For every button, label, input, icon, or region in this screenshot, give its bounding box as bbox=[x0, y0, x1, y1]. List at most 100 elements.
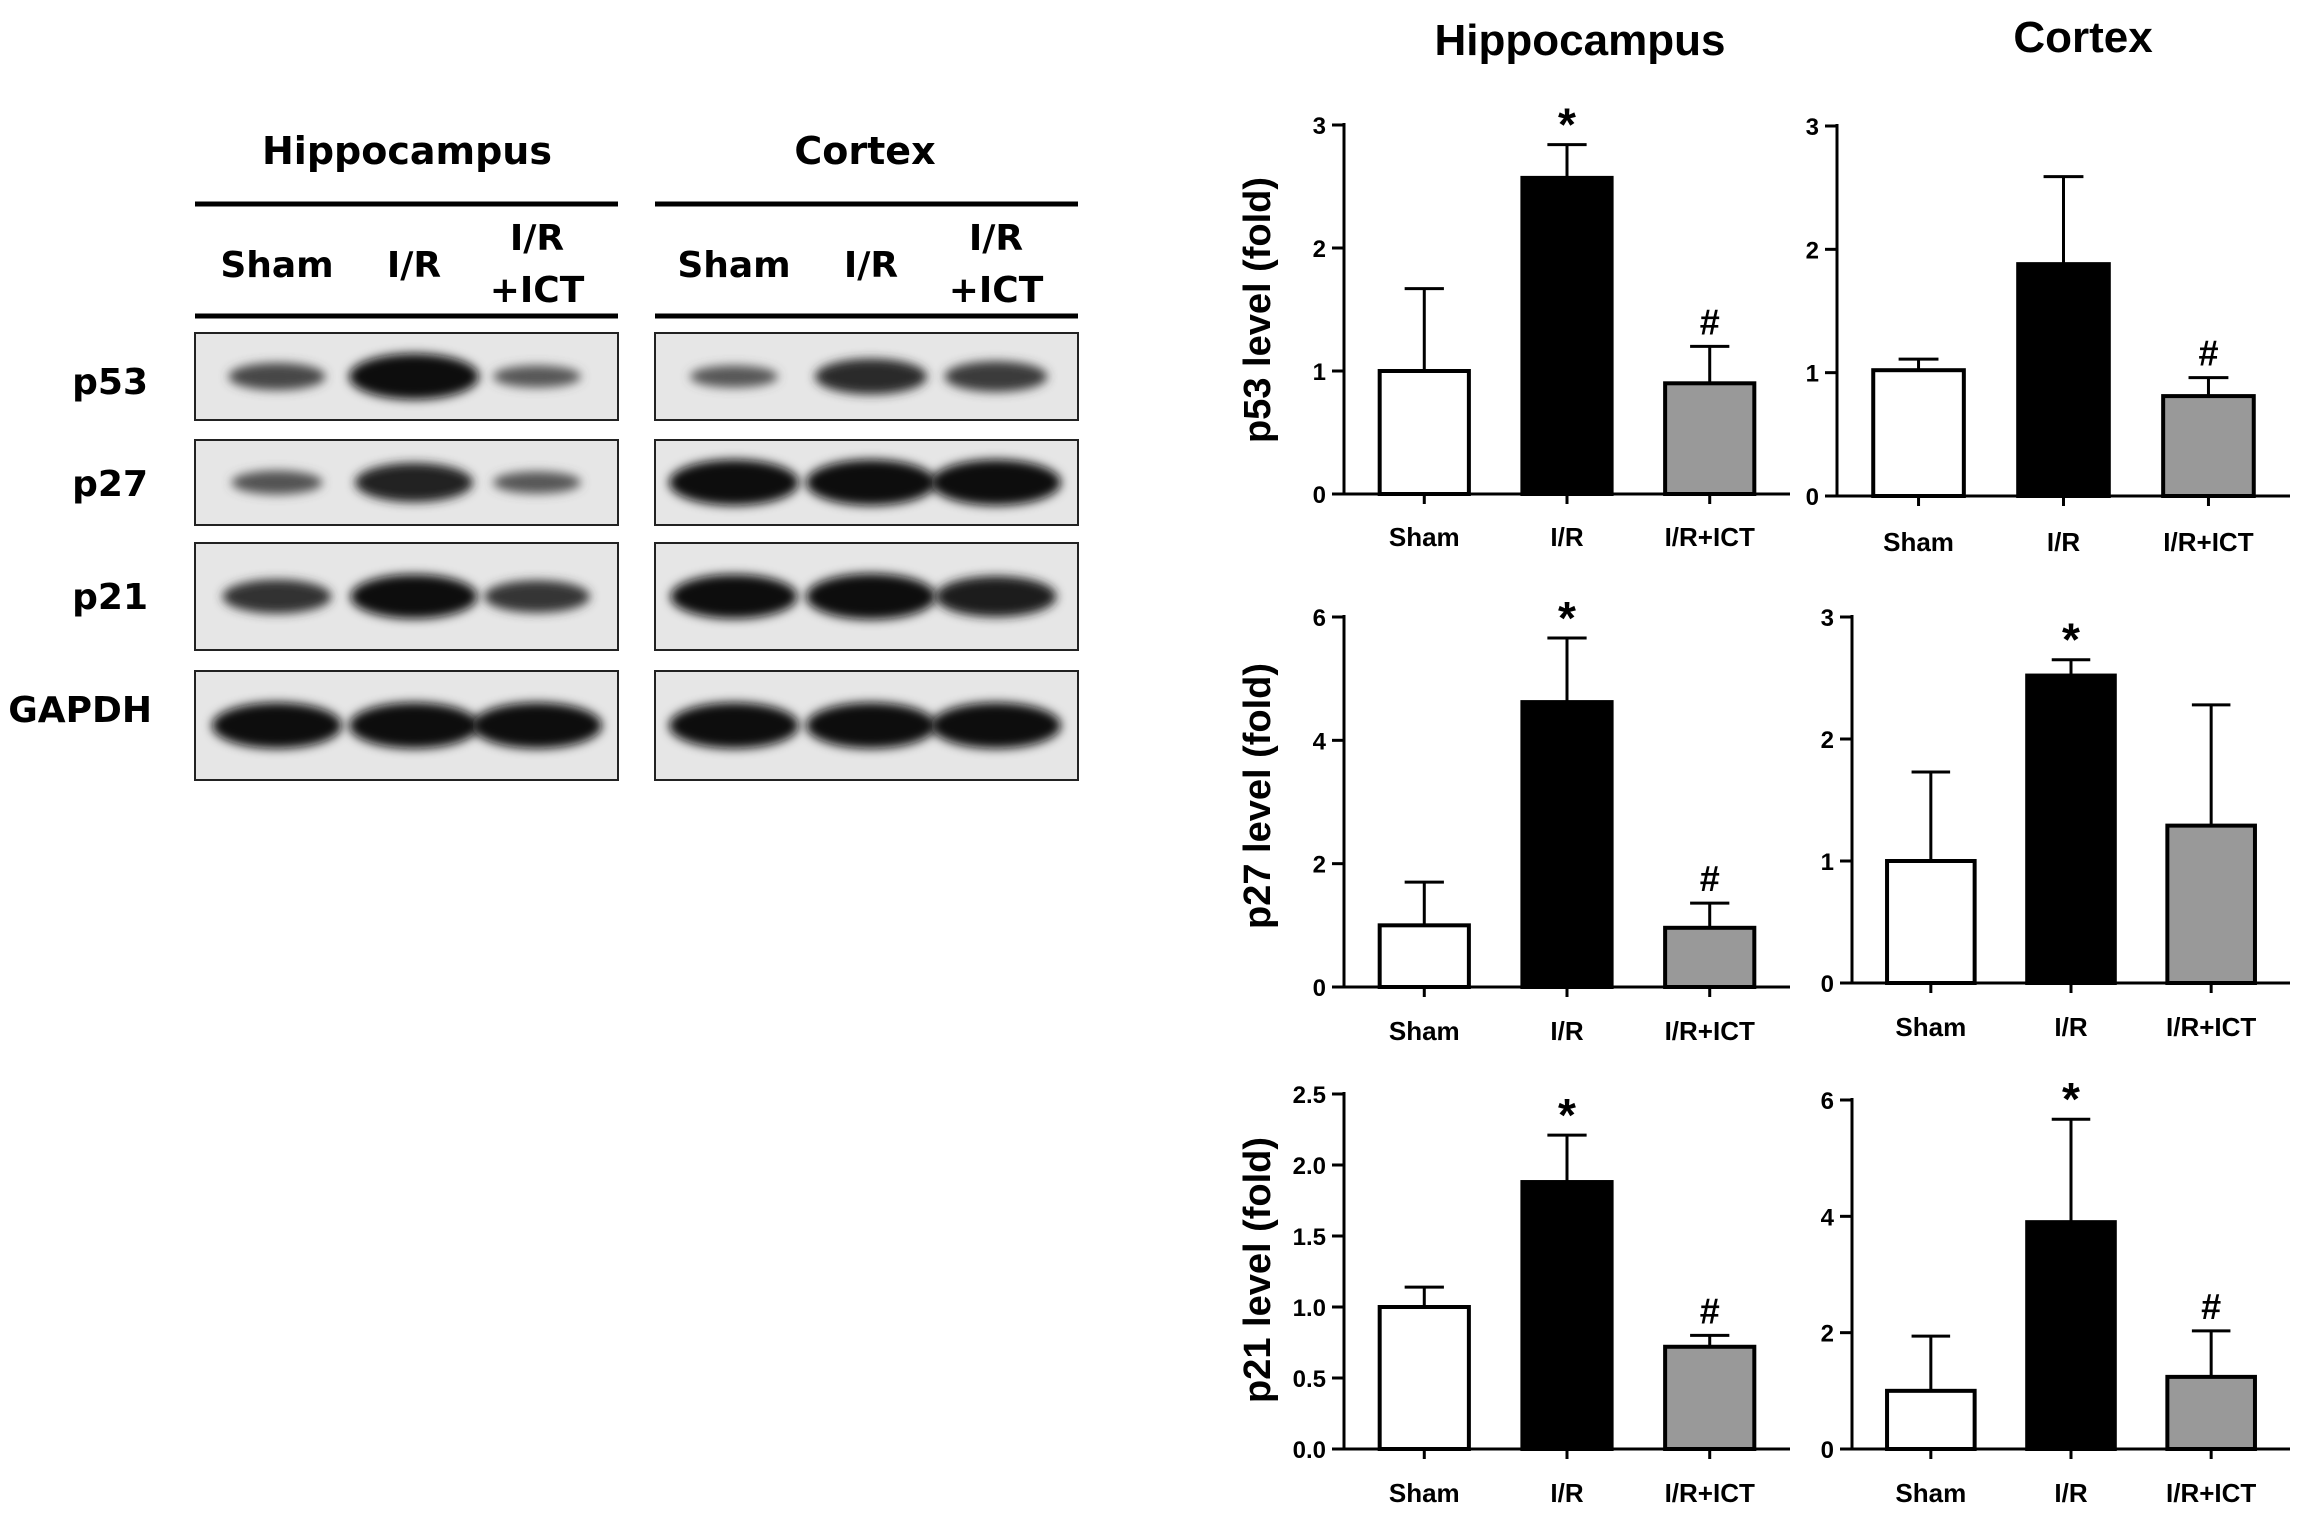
blot-band bbox=[493, 471, 581, 494]
bar-chart-p27-hippocampus: 0 2 4 6 Sham I/R * I/R+ICT # bbox=[1313, 592, 1790, 1046]
y-tick-label: 3 bbox=[1313, 113, 1326, 140]
blot-protein-label-gapdh: GAPDH bbox=[8, 690, 152, 731]
blot-band bbox=[669, 702, 799, 749]
blot-band bbox=[931, 459, 1061, 506]
blot-lanes-and-bands: Sham I/R I/R +ICT Sham I/R I/R +ICT bbox=[194, 201, 1079, 781]
y-tick-label: 2.0 bbox=[1293, 1153, 1326, 1180]
blot-lane-label: Sham bbox=[677, 245, 790, 286]
blot-band bbox=[935, 576, 1057, 617]
y-tick-label: 2 bbox=[1313, 236, 1326, 263]
ylabel-p53: p53 level (fold) bbox=[1237, 177, 1279, 443]
significance-hash: # bbox=[1700, 301, 1720, 342]
x-tick-label: Sham bbox=[1883, 527, 1954, 557]
blot-band bbox=[484, 580, 590, 613]
bar-sham bbox=[1377, 923, 1471, 989]
x-tick-label: Sham bbox=[1389, 1016, 1460, 1046]
x-tick-label: I/R+ICT bbox=[2166, 1012, 2256, 1042]
y-tick-label: 1 bbox=[1806, 361, 1819, 388]
blot-band bbox=[806, 573, 936, 620]
bar-i-r bbox=[1520, 1180, 1614, 1452]
x-tick-label: Sham bbox=[1895, 1012, 1966, 1042]
bar-i-r-ict bbox=[1663, 1344, 1757, 1452]
y-tick-label: 1.5 bbox=[1293, 1224, 1326, 1251]
y-tick-label: 2 bbox=[1313, 852, 1326, 879]
x-tick-label: I/R+ICT bbox=[2163, 527, 2253, 557]
bar-i-r-ict bbox=[2165, 823, 2257, 985]
y-tick-label: 1 bbox=[1821, 849, 1834, 876]
x-tick-label: I/R bbox=[1550, 522, 1583, 552]
y-tick-label: 0 bbox=[1821, 971, 1834, 998]
bar-charts: 0 1 2 3 Sham I/R * I/R+ICT #0 1 2 3 Sham I/R I/R+ICT #0… bbox=[1293, 99, 2290, 1508]
significance-hash: # bbox=[1700, 858, 1720, 899]
y-tick-label: 0.5 bbox=[1293, 1366, 1326, 1393]
y-tick-label: 0 bbox=[1313, 975, 1326, 1002]
bar-chart-p21-hippocampus: 0.0 0.5 1.0 1.5 2.0 2.5 Sham I/R * I/R+ICT # bbox=[1293, 1082, 1790, 1508]
y-tick-label: 6 bbox=[1821, 1088, 1834, 1115]
y-tick-label: 6 bbox=[1313, 605, 1326, 632]
blot-band bbox=[815, 358, 927, 395]
y-tick-label: 1.0 bbox=[1293, 1295, 1326, 1322]
significance-hash: # bbox=[1700, 1290, 1720, 1331]
bar-chart-p21-cortex: 0 2 4 6 Sham I/R * I/R+ICT # bbox=[1821, 1073, 2290, 1508]
y-tick-label: 1 bbox=[1313, 359, 1326, 386]
blot-band bbox=[931, 702, 1061, 749]
y-tick-label: 4 bbox=[1313, 728, 1327, 755]
chart-column-title-cortex: Cortex bbox=[2013, 13, 2153, 62]
blot-lane-label: I/R bbox=[387, 245, 441, 286]
bar-i-r bbox=[1520, 175, 1614, 496]
x-tick-label: Sham bbox=[1389, 1478, 1460, 1508]
y-tick-label: 4 bbox=[1821, 1204, 1835, 1231]
blot-lane-label: I/R +ICT bbox=[490, 218, 585, 311]
ylabel-p27: p27 level (fold) bbox=[1237, 663, 1279, 929]
x-tick-label: Sham bbox=[1895, 1478, 1966, 1508]
blot-band bbox=[670, 574, 798, 619]
blot-title-hippocampus: Hippocampus bbox=[262, 129, 552, 173]
blot-lane-label: Sham bbox=[220, 245, 333, 286]
blot-band bbox=[944, 361, 1048, 392]
x-tick-label: I/R+ICT bbox=[2166, 1478, 2256, 1508]
y-tick-label: 3 bbox=[1806, 114, 1819, 141]
blot-lane-label: I/R bbox=[844, 245, 898, 286]
bar-i-r-ict bbox=[2165, 1374, 2257, 1451]
significance-hash: # bbox=[2201, 1286, 2221, 1327]
x-tick-label: I/R bbox=[1550, 1478, 1583, 1508]
blot-band bbox=[212, 702, 342, 749]
blot-band bbox=[228, 362, 326, 391]
x-tick-label: Sham bbox=[1389, 522, 1460, 552]
blot-band bbox=[231, 470, 323, 495]
bar-i-r bbox=[1520, 700, 1614, 989]
ylabel-p21: p21 level (fold) bbox=[1237, 1137, 1279, 1403]
significance-asterisk: * bbox=[1558, 1089, 1576, 1141]
bar-chart-p53-cortex: 0 1 2 3 Sham I/R I/R+ICT # bbox=[1806, 114, 2290, 557]
blot-lane-label: I/R +ICT bbox=[949, 218, 1044, 311]
blot-title-cortex: Cortex bbox=[794, 129, 935, 173]
blot-band bbox=[350, 574, 478, 619]
bar-i-r bbox=[2016, 262, 2111, 498]
bar-i-r bbox=[2025, 673, 2117, 985]
western-blot-panel: Hippocampus Cortex Sham I/R I/R +ICT Sham I/R… bbox=[8, 129, 1079, 781]
y-tick-label: 0 bbox=[1821, 1437, 1834, 1464]
y-tick-label: 0 bbox=[1806, 484, 1819, 511]
blot-band bbox=[349, 702, 479, 749]
chart-column-title-hippocampus: Hippocampus bbox=[1435, 16, 1726, 65]
bar-i-r-ict bbox=[1663, 925, 1757, 989]
x-tick-label: I/R+ICT bbox=[1665, 522, 1755, 552]
blot-band bbox=[493, 365, 581, 388]
bar-i-r bbox=[2025, 1220, 2117, 1452]
blot-band bbox=[349, 353, 479, 400]
bar-chart-p27-cortex: 0 1 2 3 Sham I/R * I/R+ICT bbox=[1821, 605, 2290, 1042]
y-tick-label: 0 bbox=[1313, 482, 1326, 509]
bar-sham bbox=[1377, 1305, 1471, 1451]
bar-sham bbox=[1885, 1388, 1977, 1452]
bar-sham bbox=[1377, 369, 1471, 496]
blot-band bbox=[355, 462, 473, 503]
x-tick-label: I/R bbox=[2054, 1012, 2087, 1042]
x-tick-label: I/R bbox=[2054, 1478, 2087, 1508]
bar-chart-p53-hippocampus: 0 1 2 3 Sham I/R * I/R+ICT # bbox=[1313, 99, 1790, 552]
significance-asterisk: * bbox=[2062, 1073, 2080, 1125]
y-tick-label: 2.5 bbox=[1293, 1082, 1326, 1109]
blot-protein-label-p27: p27 bbox=[72, 464, 148, 505]
x-tick-label: I/R bbox=[2047, 527, 2080, 557]
x-tick-label: I/R+ICT bbox=[1665, 1016, 1755, 1046]
